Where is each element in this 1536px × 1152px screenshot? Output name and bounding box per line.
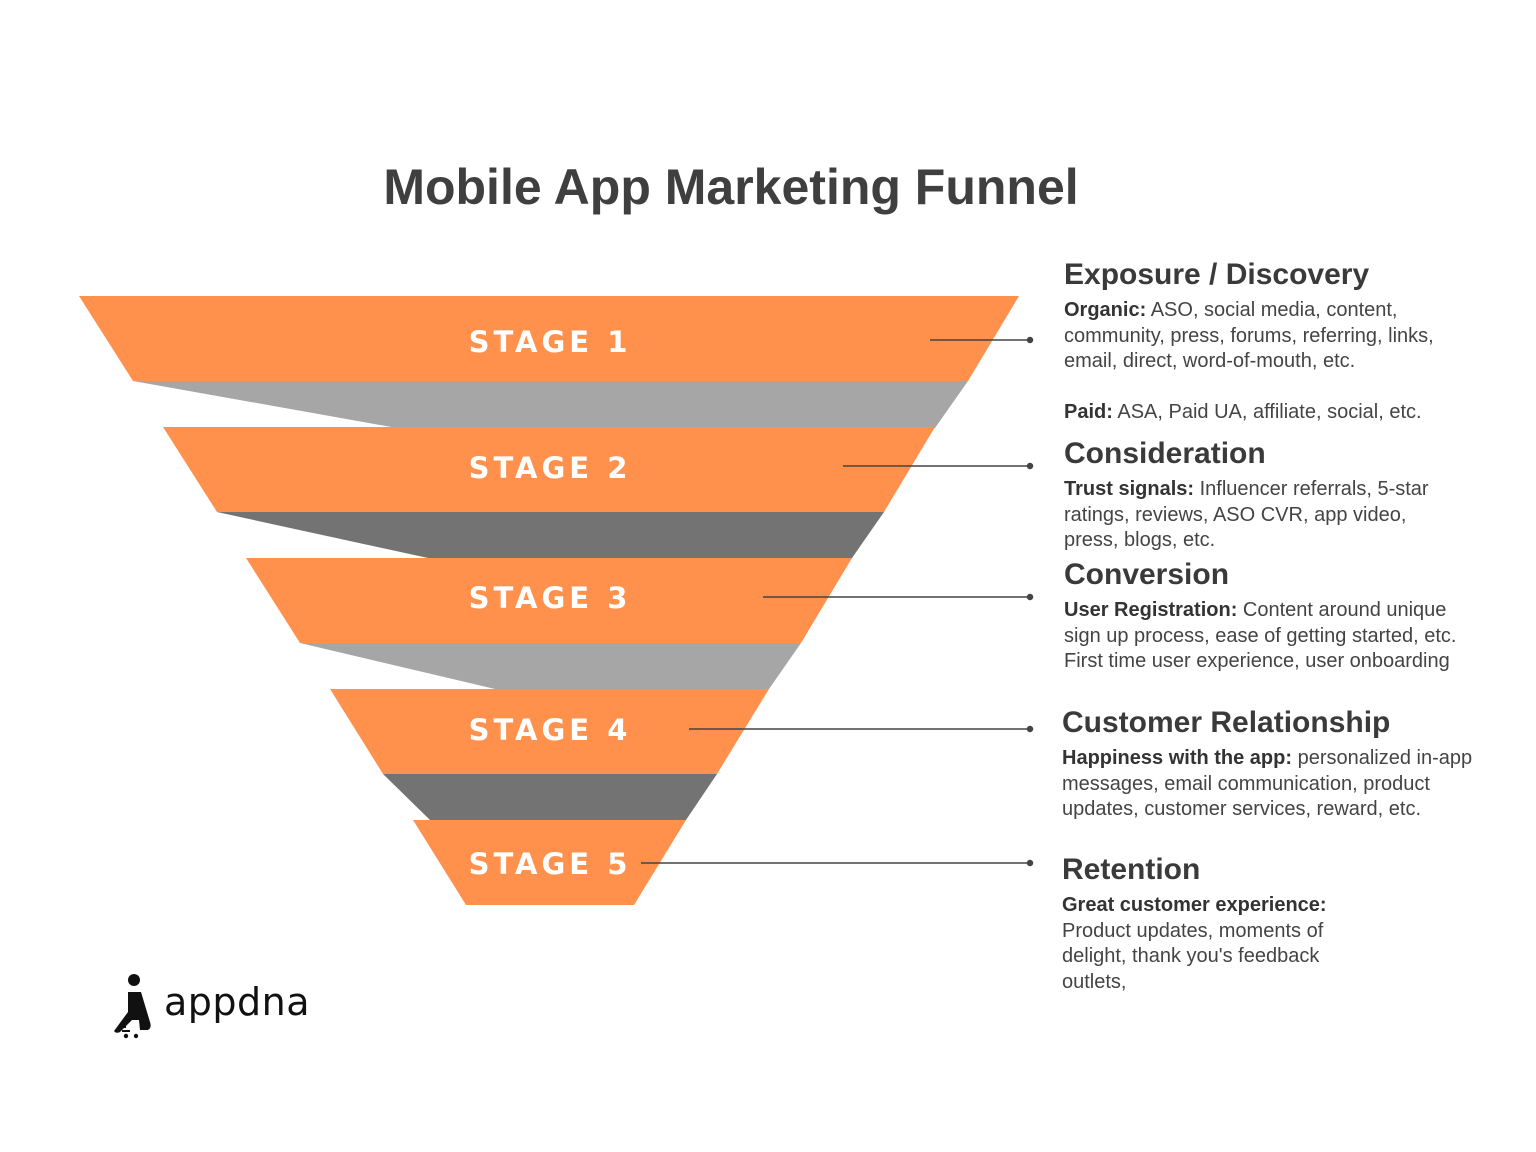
- stage-1-paid: Paid: ASA, Paid UA, affiliate, social, e…: [1064, 400, 1422, 423]
- stage-3-shape: [246, 558, 852, 643]
- stage-1-organic: Organic: ASO, social media, content, com…: [1064, 299, 1434, 372]
- stage-5-heading: Retention: [1062, 853, 1201, 886]
- leader-dot-5: [1026, 859, 1034, 867]
- stage-3-description: Conversion User Registration: Content ar…: [1064, 558, 1474, 675]
- appdna-logo-text: appdna: [164, 980, 311, 1024]
- stage-3-heading: Conversion: [1064, 558, 1230, 591]
- leader-dot-1: [1026, 336, 1034, 344]
- stage-4-heading: Customer Relationship: [1062, 706, 1391, 739]
- connector-2-3: [217, 512, 884, 558]
- leader-dot-4: [1026, 725, 1034, 733]
- stage-1-description: Exposure / Discovery Organic: ASO, socia…: [1064, 258, 1484, 425]
- stage-5-description: Retention Great customer experience: Pro…: [1062, 853, 1377, 995]
- stage-2-description: Consideration Trust signals: Influencer …: [1064, 437, 1454, 554]
- stage-5-shape: [413, 820, 686, 905]
- stage-3-body: User Registration: Content around unique…: [1064, 599, 1457, 672]
- page-title: Mobile App Marketing Funnel: [383, 159, 1079, 215]
- stage-5-body: Great customer experience: Product updat…: [1062, 894, 1327, 993]
- leader-dot-2: [1026, 462, 1034, 470]
- stage-4-label: STAGE 4: [469, 713, 632, 747]
- connector-1-2: [133, 381, 968, 428]
- appdna-person-icon: [114, 974, 151, 1039]
- stage-5-label: STAGE 5: [469, 847, 632, 881]
- stage-1-label: STAGE 1: [469, 325, 632, 359]
- stage-1-heading: Exposure / Discovery: [1064, 258, 1370, 291]
- stage-3-label: STAGE 3: [469, 581, 632, 615]
- connector-4-5: [383, 774, 717, 820]
- stage-4-description: Customer Relationship Happiness with the…: [1062, 706, 1477, 823]
- stage-2-label: STAGE 2: [469, 451, 632, 485]
- stage-4-shape: [330, 689, 769, 774]
- stage-4-body: Happiness with the app: personalized in-…: [1062, 747, 1473, 820]
- stage-2-heading: Consideration: [1064, 437, 1266, 470]
- leader-dot-3: [1026, 593, 1034, 601]
- stage-2-shape: [163, 427, 935, 512]
- stage-1-shape: [79, 296, 1019, 381]
- connector-3-4: [300, 643, 801, 689]
- stage-2-body: Trust signals: Influencer referrals, 5-s…: [1064, 478, 1429, 551]
